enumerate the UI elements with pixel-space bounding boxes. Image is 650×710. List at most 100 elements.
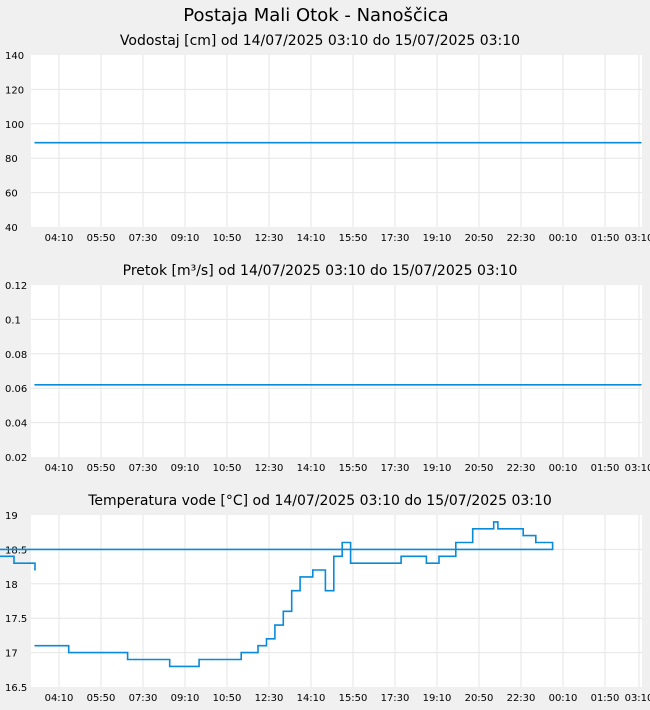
chart3-data-point — [67, 651, 70, 654]
chart3-data-point — [480, 528, 482, 530]
chart3-x-tick-label: 14:10 — [297, 693, 326, 704]
chart3-data-point — [497, 528, 499, 530]
chart3-x-tick-label: 15:50 — [339, 693, 368, 704]
chart3-data-point — [349, 562, 352, 564]
chart2-y-tick-label: 0.06 — [5, 384, 27, 395]
chart1-x-tick-label: 17:30 — [381, 233, 410, 244]
chart1-x-tick-label: 14:10 — [297, 233, 326, 244]
chart3-panel: Temperatura vode [°C] od 14/07/2025 03:1… — [0, 493, 650, 704]
chart2-x-tick-label: 19:10 — [423, 463, 452, 474]
chart3-x-tick-label: 20:50 — [465, 693, 494, 704]
chart2-x-tick-label: 09:10 — [171, 463, 200, 474]
chart3-data-point — [257, 645, 259, 647]
chart3-data-point — [240, 651, 242, 654]
chart2-x-tick-label: 20:50 — [465, 463, 494, 474]
chart2-x-tick-label: 10:50 — [213, 463, 242, 474]
chart3-data-point — [34, 645, 36, 647]
chart1-x-tick-label: 07:30 — [129, 233, 158, 244]
chart3-data-point — [13, 562, 15, 564]
chart3-data-point — [274, 624, 276, 626]
chart1-plot-area — [31, 55, 642, 227]
chart3-x-tick-label: 01:50 — [591, 693, 620, 704]
chart3-data-point — [551, 548, 554, 551]
chart1-x-tick-label: 22:30 — [507, 233, 536, 244]
chart3-y-tick-label: 16.5 — [5, 683, 27, 694]
chart3-y-tick-label: 18 — [5, 580, 18, 591]
chart3-series-line — [0, 521, 554, 668]
chart3-data-point — [177, 665, 179, 668]
chart3-data-point — [396, 562, 398, 564]
chart1-x-tick-label: 15:50 — [339, 233, 368, 244]
chart2-x-tick-label: 15:50 — [339, 463, 368, 474]
chart1-y-tick-label: 140 — [5, 51, 24, 62]
chart3-data-point — [307, 576, 310, 578]
chart3-data-point — [265, 638, 268, 640]
chart3-data-point — [168, 665, 171, 668]
chart2-x-tick-label: 07:30 — [129, 463, 158, 474]
chart2-plot-area — [31, 285, 642, 457]
chart3-x-tick-label: 05:50 — [87, 693, 116, 704]
chart3-data-point — [51, 645, 53, 647]
chart1-x-tick-label: 12:30 — [255, 233, 284, 244]
chart3-data-point — [211, 658, 213, 661]
chart3-data-point — [299, 576, 301, 578]
chart3-data-point — [101, 651, 104, 654]
chart3-x-tick-label: 10:50 — [213, 693, 242, 704]
chart3-y-tick-label: 17.5 — [5, 614, 27, 625]
chart1-title: Vodostaj [cm] od 14/07/2025 03:10 do 15/… — [120, 33, 520, 49]
chart2-y-tick-label: 0.12 — [5, 281, 27, 292]
chart3-x-tick-label: 07:30 — [129, 693, 158, 704]
chart1-x-tick-label: 09:10 — [171, 233, 200, 244]
chart1-x-tick-label: 10:50 — [213, 233, 242, 244]
chart2-y-tick-label: 0.08 — [5, 350, 27, 361]
chart3-data-point — [543, 541, 545, 544]
chart2-x-tick-label: 01:50 — [591, 463, 620, 474]
chart3-data-point — [530, 534, 533, 537]
chart3-x-tick-label: 04:10 — [45, 693, 74, 704]
chart3-data-point — [455, 541, 457, 544]
chart2-y-tick-label: 0.04 — [5, 419, 27, 430]
chart2-x-tick-label: 04:10 — [45, 463, 74, 474]
chart3-data-point — [425, 562, 428, 564]
chart3-data-point — [501, 528, 503, 530]
chart3-data-point — [126, 658, 129, 661]
chart1-x-tick-label: 00:10 — [549, 233, 578, 244]
chart2-data-point — [640, 384, 642, 386]
chart3-y-tick-label: 17 — [5, 649, 18, 660]
chart1-y-tick-label: 120 — [5, 85, 24, 96]
chart1-y-tick-label: 100 — [5, 120, 24, 131]
chart1-data-point — [640, 142, 642, 144]
chart1-x-tick-label: 03:10 — [625, 233, 650, 244]
chart3-y-tick-label: 18.5 — [5, 545, 27, 556]
chart3-data-point — [438, 555, 440, 557]
chart3-x-tick-label: 19:10 — [423, 693, 452, 704]
chart3-x-tick-label: 22:30 — [507, 693, 536, 704]
chart3-data-point — [493, 521, 495, 523]
page-title: Postaja Mali Otok - Nanoščica — [183, 5, 448, 26]
chart1-y-tick-label: 60 — [5, 189, 18, 200]
chart1-y-tick-label: 40 — [5, 223, 18, 234]
chart1-x-tick-label: 04:10 — [45, 233, 74, 244]
chart3-data-point — [198, 658, 200, 661]
chart3-x-tick-label: 12:30 — [255, 693, 284, 704]
chart3-data-point — [34, 569, 36, 571]
chart3-plot-area — [31, 515, 642, 687]
chart3-data-point — [522, 534, 524, 537]
chart2-x-tick-label: 03:10 — [625, 463, 650, 474]
chart3-data-point — [248, 651, 251, 654]
chart1-data-point — [34, 142, 36, 144]
chart3-data-point — [471, 528, 474, 530]
chart1-panel: Vodostaj [cm] od 14/07/2025 03:10 do 15/… — [5, 33, 650, 244]
chart2-x-tick-label: 12:30 — [255, 463, 284, 474]
chart3-x-tick-label: 09:10 — [171, 693, 200, 704]
chart3-data-point — [282, 610, 284, 613]
chart3-data-point — [535, 541, 537, 544]
chart3-x-tick-label: 17:30 — [381, 693, 410, 704]
chart3-data-point — [4, 555, 7, 557]
chart3-data-point — [312, 569, 314, 571]
chart3-data-point — [135, 658, 137, 661]
chart1-y-tick-label: 80 — [5, 154, 18, 165]
chart3-x-tick-label: 00:10 — [549, 693, 578, 704]
chart2-x-tick-label: 22:30 — [507, 463, 536, 474]
